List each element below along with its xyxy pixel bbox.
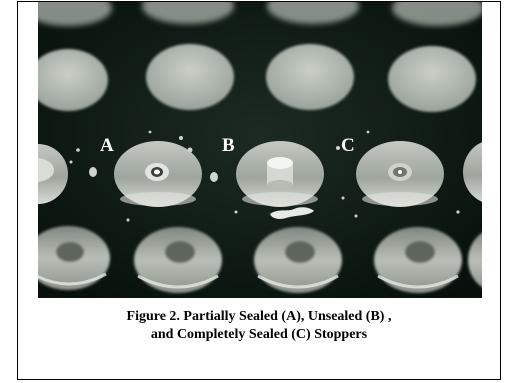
stopper-label-c: C	[341, 135, 355, 156]
stopper-label-a: A	[100, 135, 114, 156]
stopper-photo: A B C	[38, 2, 482, 298]
figure-frame: A B C Figure 2. Partially Sealed (A), Un…	[17, 1, 501, 380]
stopper-photo-image	[38, 2, 482, 298]
stopper-label-b: B	[222, 135, 235, 156]
caption-line-2: and Completely Sealed (C) Stoppers	[150, 327, 368, 342]
figure-caption: Figure 2. Partially Sealed (A), Unsealed…	[18, 308, 500, 344]
caption-line-1: Figure 2. Partially Sealed (A), Unsealed…	[126, 309, 392, 324]
